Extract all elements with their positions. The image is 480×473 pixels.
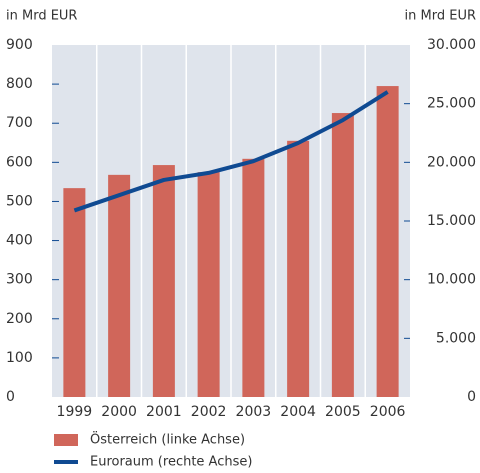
y-tick-label: 500 [6,193,33,209]
x-tick-label: 2004 [280,404,316,420]
x-tick-label: 1999 [57,404,93,420]
y-tick-label: 600 [6,154,33,170]
x-tick-label: 2003 [236,404,272,420]
x-tick-label: 2000 [101,404,137,420]
y-tick-label: 300 [6,272,33,288]
y2-axis-label: in Mrd EUR [405,9,476,24]
y2-tick-label: 30.000 [427,37,476,53]
legend-swatch [54,434,78,446]
y2-tick-label: 0 [467,389,476,405]
y-tick-label: 900 [6,37,33,53]
bar [108,174,131,397]
bar [331,113,354,397]
bar [63,188,86,397]
legend-label: Euroraum (rechte Achse) [90,455,252,470]
x-tick-label: 2006 [370,404,406,420]
x-tick-label: 2002 [191,404,227,420]
y-tick-label: 800 [6,76,33,92]
y-tick-label: 0 [6,389,15,405]
y2-tick-label: 5.000 [436,330,476,346]
y-tick-label: 100 [6,350,33,366]
bar [287,140,310,398]
legend-label: Österreich (linke Achse) [90,431,245,448]
y2-tick-label: 10.000 [427,272,476,288]
bar [376,86,399,398]
x-tick-label: 2005 [325,404,361,420]
y2-tick-label: 20.000 [427,154,476,170]
x-tick-label: 2001 [146,404,182,420]
y-tick-label: 400 [6,233,33,249]
y2-tick-label: 25.000 [427,96,476,112]
y-axis-label: in Mrd EUR [6,9,77,24]
bar [152,165,175,397]
y-tick-label: 700 [6,115,33,131]
bar [197,172,220,397]
bar [242,158,265,397]
y-tick-label: 200 [6,311,33,327]
y2-tick-label: 15.000 [427,213,476,229]
line [73,90,389,213]
